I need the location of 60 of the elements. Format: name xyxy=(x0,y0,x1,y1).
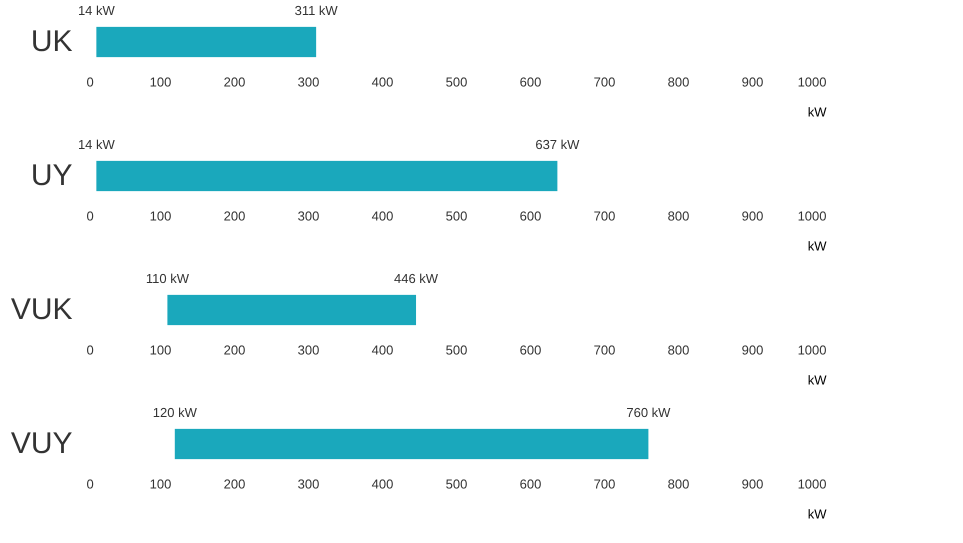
x-tick-label: 500 xyxy=(446,208,468,224)
x-tick-label: 500 xyxy=(446,476,468,492)
x-axis-title: kW xyxy=(808,372,828,388)
annotation: 14 kW xyxy=(78,3,116,18)
annotation: 120 kW xyxy=(152,405,198,420)
x-tick-label: 800 xyxy=(668,342,690,358)
x-tick-label: 900 xyxy=(742,342,764,358)
x-tick-label: 100 xyxy=(150,74,172,90)
x-tick-label: 200 xyxy=(224,342,246,358)
y-tick-label: VUY xyxy=(10,427,72,460)
x-axis-title: kW xyxy=(808,238,828,254)
x-tick-label: 400 xyxy=(372,476,394,492)
x-tick-label: 800 xyxy=(668,74,690,90)
x-tick-label: 1000 xyxy=(798,476,826,492)
x-tick-label: 700 xyxy=(594,208,616,224)
x-tick-label: 200 xyxy=(224,208,246,224)
x-tick-label: 300 xyxy=(298,208,320,224)
x-tick-label: 500 xyxy=(446,74,468,90)
y-tick-label: UY xyxy=(30,159,72,192)
x-tick-label: 100 xyxy=(150,476,172,492)
x-tick-label: 0 xyxy=(86,208,94,224)
x-tick-label: 900 xyxy=(742,208,764,224)
x-tick-label: 700 xyxy=(594,74,616,90)
x-tick-label: 400 xyxy=(372,342,394,358)
x-tick-label: 900 xyxy=(742,476,764,492)
x-axis-title: kW xyxy=(808,104,828,120)
x-tick-label: 400 xyxy=(372,74,394,90)
x-tick-label: 1000 xyxy=(798,74,826,90)
y-tick-label: VUK xyxy=(10,293,72,326)
x-tick-label: 400 xyxy=(372,208,394,224)
annotation: 637 kW xyxy=(535,137,580,152)
x-tick-label: 700 xyxy=(594,342,616,358)
annotation: 311 kW xyxy=(294,3,338,18)
annotation: 760 kW xyxy=(626,405,672,420)
x-tick-label: 300 xyxy=(298,74,320,90)
x-tick-label: 300 xyxy=(298,342,320,358)
x-tick-label: 600 xyxy=(520,74,542,90)
x-tick-label: 300 xyxy=(298,476,320,492)
annotation: 446 kW xyxy=(394,271,439,286)
x-tick-label: 600 xyxy=(520,342,542,358)
x-tick-label: 0 xyxy=(86,74,94,90)
x-tick-label: 1000 xyxy=(798,342,826,358)
x-tick-label: 0 xyxy=(86,342,94,358)
x-tick-label: 500 xyxy=(446,342,468,358)
x-tick-label: 800 xyxy=(668,476,690,492)
annotation: 14 kW xyxy=(78,137,116,152)
x-tick-label: 600 xyxy=(520,208,542,224)
x-tick-label: 800 xyxy=(668,208,690,224)
x-tick-label: 100 xyxy=(150,208,172,224)
x-tick-label: 200 xyxy=(224,74,246,90)
x-tick-label: 700 xyxy=(594,476,616,492)
x-tick-label: 1000 xyxy=(798,208,826,224)
x-tick-label: 900 xyxy=(742,74,764,90)
x-tick-label: 100 xyxy=(150,342,172,358)
annotation: 110 kW xyxy=(146,271,190,286)
x-tick-label: 600 xyxy=(520,476,542,492)
x-tick-label: 0 xyxy=(86,476,94,492)
y-tick-label: UK xyxy=(30,25,72,58)
x-tick-label: 200 xyxy=(224,476,246,492)
x-axis-title: kW xyxy=(808,506,828,522)
